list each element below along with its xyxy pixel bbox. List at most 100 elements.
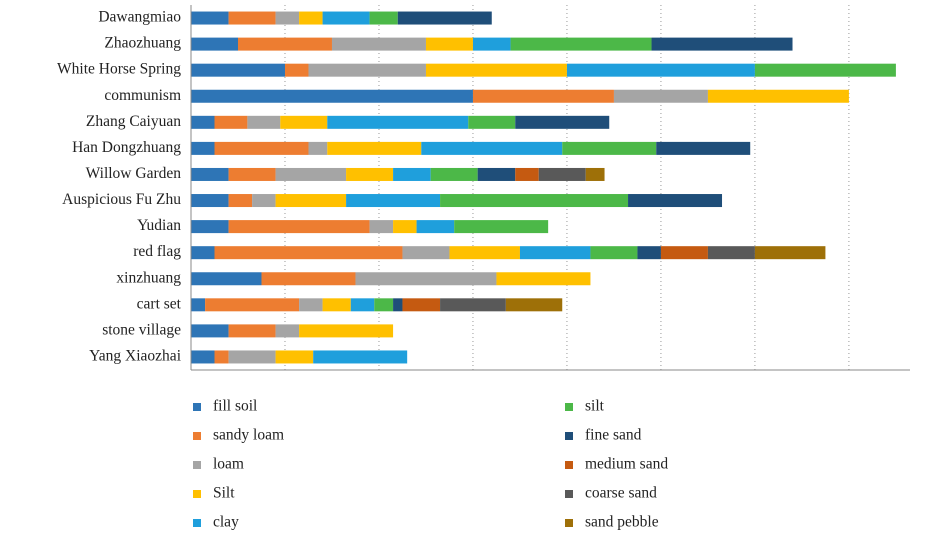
bar-segment <box>228 167 276 181</box>
bar-segment <box>472 89 614 103</box>
bar-segment <box>402 298 441 312</box>
bar-segment <box>472 37 511 51</box>
bar-segment <box>214 350 229 364</box>
bar-segment <box>707 246 755 260</box>
bar-segment <box>299 298 323 312</box>
bar-segment <box>191 298 206 312</box>
bar-segment <box>191 141 215 155</box>
bar-segment <box>393 220 417 234</box>
bar-segment <box>275 324 300 338</box>
bar-segment <box>299 324 394 338</box>
bar-segment <box>510 37 652 51</box>
bar-segment <box>374 298 394 312</box>
legend-label: coarse sand <box>585 485 657 502</box>
bar-segment <box>228 220 370 234</box>
bar-segment <box>228 11 276 25</box>
bar-segment <box>425 37 473 51</box>
bar-segment <box>566 63 755 77</box>
bar-segment <box>585 167 605 181</box>
y-tick-label: xinzhuang <box>116 269 181 286</box>
bar-segment <box>191 246 215 260</box>
bar-segment <box>327 115 469 129</box>
bar-segment <box>519 246 591 260</box>
bar-segment <box>656 141 751 155</box>
bar-segment <box>191 272 262 286</box>
bar-segment <box>191 167 229 181</box>
bar-segment <box>350 298 375 312</box>
y-tick-label: Han Dongzhuang <box>72 139 181 156</box>
bar-segment <box>421 141 563 155</box>
bar-segment <box>214 141 309 155</box>
bar-segment <box>275 167 347 181</box>
bar-segment <box>191 37 238 51</box>
bar-segment <box>425 63 567 77</box>
legend-label: sand pebble <box>585 514 659 531</box>
bar-segment <box>275 350 314 364</box>
bar-segment <box>397 11 492 25</box>
bar-segment <box>252 194 276 208</box>
legend-swatch <box>193 490 201 498</box>
bar-segment <box>191 350 215 364</box>
bar-segment <box>369 11 398 25</box>
bar-segment <box>538 167 586 181</box>
bar-segment <box>628 194 723 208</box>
bar-segment <box>346 167 394 181</box>
y-tick-label: Zhang Caiyuan <box>86 113 181 130</box>
bar-segment <box>214 246 403 260</box>
bar-segment <box>228 350 276 364</box>
bar-segment <box>496 272 591 286</box>
y-tick-label: White Horse Spring <box>57 61 181 78</box>
bar-segment <box>322 298 351 312</box>
bar-segment <box>562 141 657 155</box>
bar-segment <box>191 194 229 208</box>
bar-segment <box>331 37 426 51</box>
y-tick-label: red flag <box>133 243 181 260</box>
legend-swatch <box>565 432 573 440</box>
bar-segment <box>430 167 478 181</box>
y-tick-label: stone village <box>102 321 181 338</box>
bar-segment <box>280 115 328 129</box>
bar-segment <box>477 167 516 181</box>
bar-segment <box>191 63 285 77</box>
bar-segment <box>237 37 332 51</box>
bar-segment <box>191 115 215 129</box>
y-tick-label: Willow Garden <box>86 165 182 182</box>
bar-segment <box>440 194 629 208</box>
bar-segment <box>440 298 506 312</box>
legend-label: medium sand <box>585 456 668 473</box>
bar-segment <box>393 167 431 181</box>
legend-label: fine sand <box>585 427 642 444</box>
legend-label: sandy loam <box>213 427 284 444</box>
legend-swatch <box>193 403 201 411</box>
bar-segment <box>515 115 610 129</box>
bar-segment <box>449 246 520 260</box>
bar-segment <box>660 246 708 260</box>
bar-segment <box>346 194 441 208</box>
legend-swatch <box>565 490 573 498</box>
bar-segment <box>191 324 229 338</box>
bar-segment <box>505 298 563 312</box>
bar-segment <box>284 63 309 77</box>
legend-label: loam <box>213 456 244 473</box>
bar-segment <box>191 89 473 103</box>
bar-segment <box>191 220 229 234</box>
bar-segment <box>214 115 248 129</box>
bar-segment <box>515 167 539 181</box>
bar-segment <box>228 194 253 208</box>
legend-label: Silt <box>213 485 235 502</box>
legend-label: fill soil <box>213 398 257 415</box>
bar-segment <box>590 246 638 260</box>
y-tick-label: cart set <box>137 295 182 312</box>
y-tick-label: Zhaozhuang <box>104 35 181 52</box>
bar-segment <box>261 272 356 286</box>
bar-segment <box>313 350 408 364</box>
y-tick-label: Dawangmiao <box>98 9 181 26</box>
bar-segment <box>754 246 826 260</box>
bar-segment <box>613 89 708 103</box>
bar-segment <box>275 11 300 25</box>
bar-segment <box>468 115 516 129</box>
bar-segment <box>327 141 422 155</box>
legend-swatch <box>193 461 201 469</box>
bar-segment <box>454 220 549 234</box>
